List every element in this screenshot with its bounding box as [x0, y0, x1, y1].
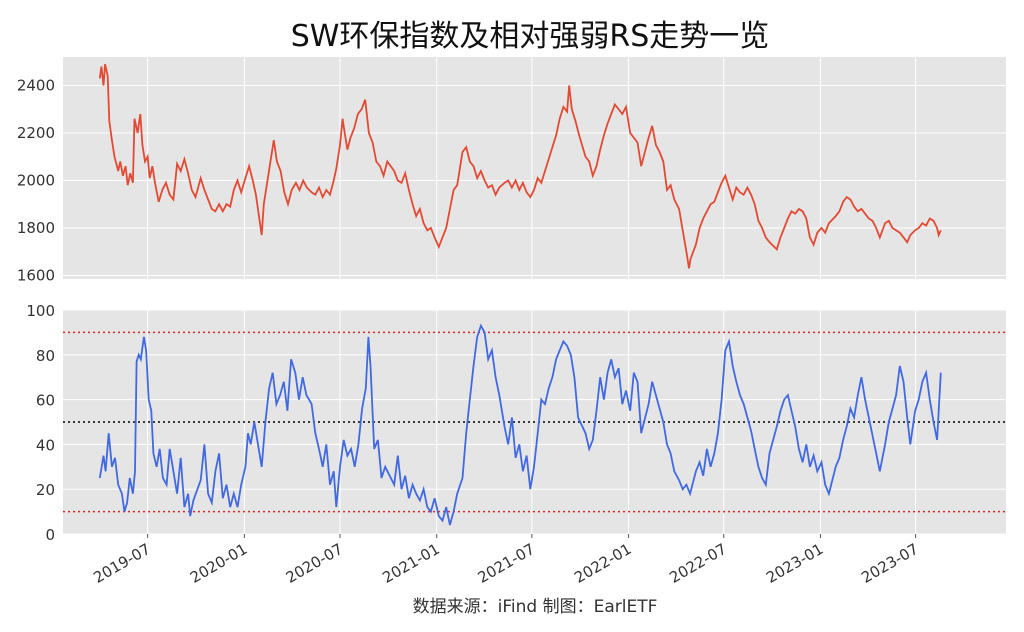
x-tick-label: 2023-07 [858, 540, 921, 587]
index-ytick-label: 1800 [17, 219, 55, 237]
index-panel: 1600 1800 2000 2200 2400 [17, 57, 1006, 284]
index-line [98, 63, 942, 269]
x-tick-label: 2019-07 [90, 540, 153, 587]
x-tick-label: 2022-01 [571, 540, 634, 587]
x-tick-label: 2020-01 [187, 540, 250, 587]
rs-ytick-label: 100 [26, 302, 55, 320]
index-ytick-label: 2400 [17, 76, 55, 94]
source-note: 数据来源：iFind 制图：EarlETF [413, 597, 658, 617]
x-tick-label: 2021-01 [379, 540, 442, 587]
x-tick-label: 2020-07 [283, 540, 346, 587]
index-ytick-label: 2200 [17, 124, 55, 142]
index-ytick-label: 1600 [17, 266, 55, 284]
rs-ytick-label: 20 [36, 481, 55, 499]
index-ytick-label: 2000 [17, 171, 55, 189]
rs-ytick-label: 60 [36, 392, 55, 410]
x-tick-label: 2021-07 [475, 540, 538, 587]
chart-title: SW环保指数及相对强弱RS走势一览 [291, 19, 770, 54]
rs-ytick-label: 80 [36, 347, 55, 365]
x-tick-label: 2022-07 [666, 540, 729, 587]
rs-panel: 0 20 40 60 80 100 2019-07 2020-01 2020-07 2021-0… [26, 302, 1006, 587]
index-panel-background [63, 57, 1006, 279]
rs-ytick-label: 0 [45, 526, 55, 544]
rs-line [98, 323, 942, 526]
x-tick-label: 2023-01 [763, 540, 826, 587]
rs-ytick-label: 40 [36, 436, 55, 454]
